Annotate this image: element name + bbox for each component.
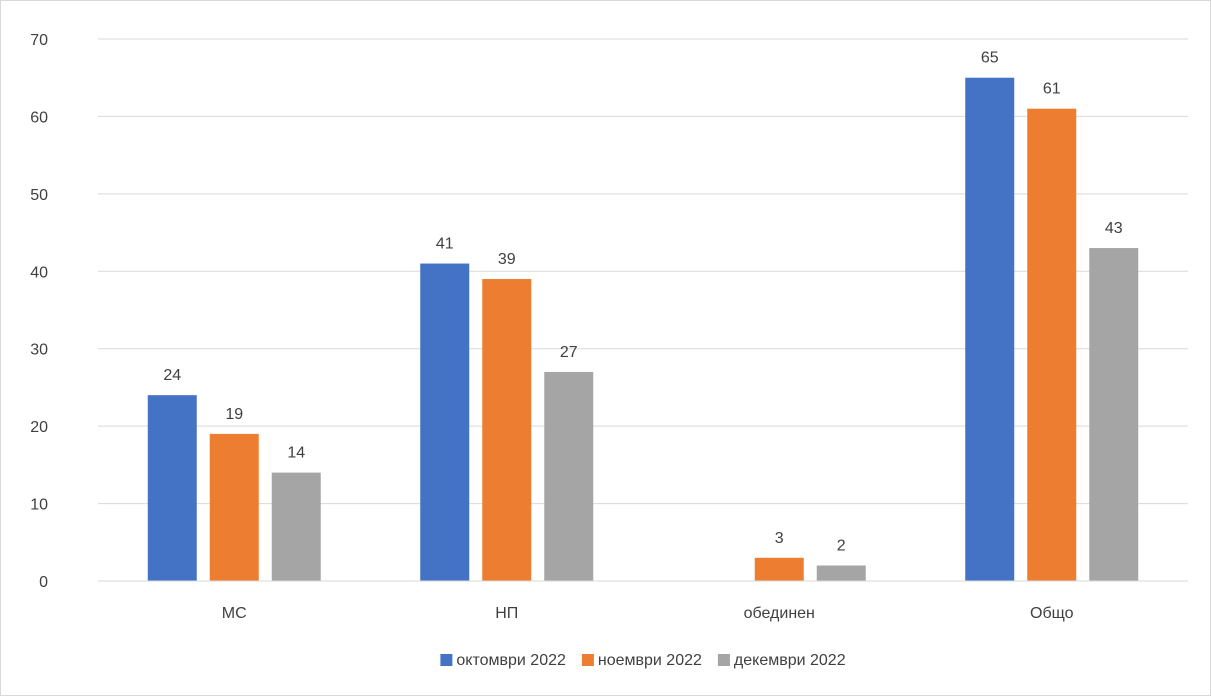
- data-label: 3: [775, 530, 784, 547]
- y-tick-label: 0: [39, 574, 48, 591]
- bar: [271, 472, 321, 581]
- y-tick-label: 20: [30, 419, 48, 436]
- y-tick-label: 10: [30, 497, 48, 514]
- bar: [1027, 108, 1077, 581]
- category-label: Общо: [1030, 605, 1074, 622]
- y-tick-label: 50: [30, 187, 48, 204]
- y-tick-label: 60: [30, 109, 48, 126]
- legend-swatch: [440, 654, 453, 666]
- bar: [816, 565, 866, 581]
- bar: [1089, 248, 1139, 582]
- data-label: 43: [1105, 220, 1123, 237]
- data-label: 24: [163, 367, 181, 384]
- y-tick-label: 40: [30, 264, 48, 281]
- data-label: 61: [1043, 81, 1061, 98]
- data-label: 41: [436, 236, 454, 253]
- bar: [482, 279, 532, 581]
- data-labels: 24 19 14 41 39 27 3 2 65 61 43: [163, 50, 1122, 555]
- category-labels: МС НП обединен Общо: [222, 605, 1074, 622]
- legend: октомври 2022 ноември 2022 декември 2022: [440, 652, 846, 669]
- y-tick-label: 30: [30, 342, 48, 359]
- data-label: 65: [981, 50, 999, 67]
- bars: [147, 77, 1139, 582]
- bar: [147, 395, 197, 581]
- data-label: 14: [287, 445, 305, 462]
- data-label: 39: [498, 251, 516, 268]
- data-label: 27: [560, 344, 578, 361]
- legend-label: октомври 2022: [456, 652, 566, 669]
- legend-swatch: [717, 654, 730, 666]
- legend-label: ноември 2022: [598, 652, 702, 669]
- legend-swatch: [581, 654, 594, 666]
- bar: [420, 263, 470, 581]
- y-tick-label: 70: [30, 32, 48, 49]
- category-label: МС: [222, 605, 247, 622]
- legend-item: октомври 2022: [440, 652, 566, 669]
- data-label: 19: [225, 406, 243, 423]
- gridlines: [98, 38, 1188, 505]
- legend-item: ноември 2022: [581, 652, 702, 669]
- legend-label: декември 2022: [734, 652, 846, 669]
- data-label: 2: [837, 538, 846, 555]
- category-label: обединен: [744, 605, 815, 622]
- legend-item: декември 2022: [717, 652, 846, 669]
- bar: [754, 557, 804, 581]
- category-label: НП: [495, 605, 518, 622]
- y-axis-ticks: 0 10 20 30 40 50 60 70: [30, 32, 48, 591]
- bar: [965, 77, 1015, 581]
- bar: [209, 433, 259, 581]
- bar: [544, 371, 594, 581]
